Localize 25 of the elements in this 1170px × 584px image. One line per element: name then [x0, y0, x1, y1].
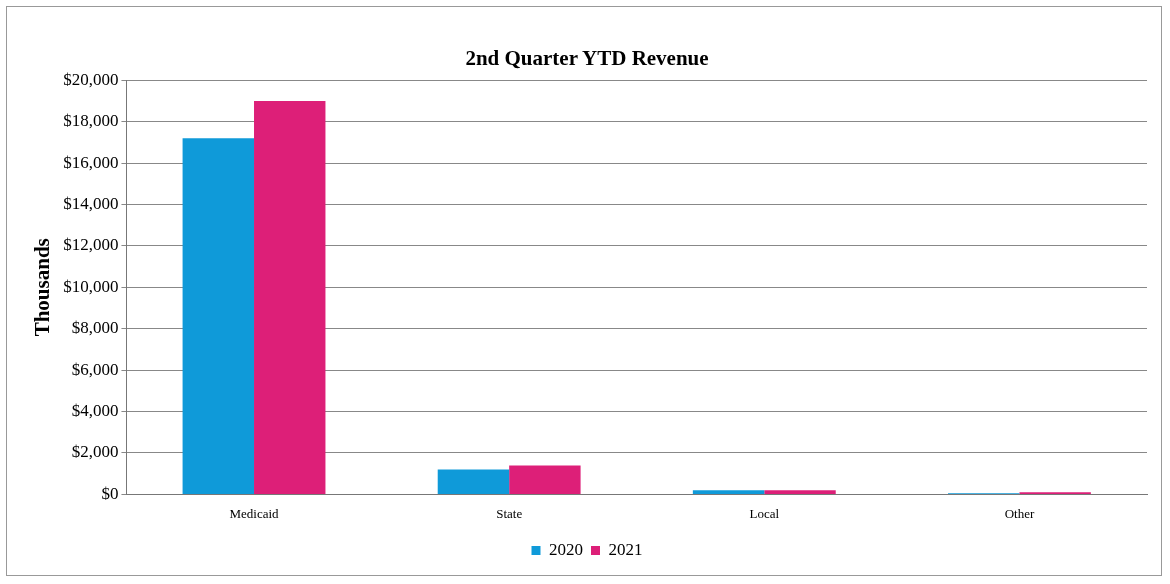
y-tick-label: $12,000: [63, 235, 119, 255]
x-tick-label: State: [496, 505, 523, 521]
legend-label: 2021: [608, 539, 643, 559]
chart-title: 2nd Quarter YTD Revenue: [465, 46, 709, 71]
y-tick-label: $4,000: [71, 401, 119, 421]
y-tick-label: $14,000: [63, 193, 119, 213]
bar: [509, 465, 581, 494]
bar: [764, 490, 836, 494]
y-axis-title: Thousands: [30, 238, 55, 337]
bar: [254, 100, 326, 494]
y-tick-label: $6,000: [71, 359, 119, 379]
x-tick-label: Medicaid: [229, 505, 280, 521]
y-tick-label: $0: [101, 483, 119, 503]
bar: [692, 490, 765, 494]
y-tick-label: $2,000: [71, 442, 119, 462]
y-tick-label: $8,000: [71, 318, 119, 338]
y-tick-label: $16,000: [63, 152, 119, 172]
bar: [437, 469, 510, 494]
x-tick-label: Local: [749, 505, 780, 521]
legend-label: 2020: [549, 539, 583, 559]
y-tick-label: $20,000: [63, 69, 119, 89]
y-tick-label: $10,000: [63, 276, 119, 296]
bar: [182, 138, 255, 494]
y-tick-label: $18,000: [63, 111, 119, 131]
x-tick-label: Other: [1004, 505, 1035, 521]
